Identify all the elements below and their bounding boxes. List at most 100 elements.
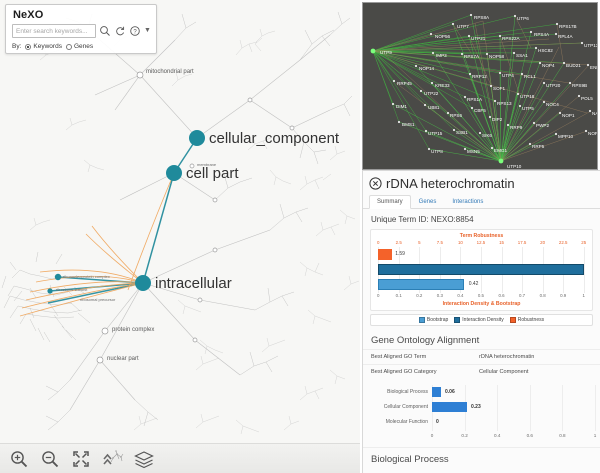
axis-top-tick-0: 0 <box>376 240 380 245</box>
axis-top-tick-3: 7.5 <box>436 240 443 245</box>
go-cat-label-mf: Molecular Function <box>385 419 428 425</box>
gene-network-graph[interactable]: RPS8A UTP6 UTP7 RPS17B NOP56 UTP21 RPS22A RPS4A… <box>363 3 598 170</box>
gene-label-utp22: UTP22 <box>424 91 439 96</box>
axis-top-tick-6: 15 <box>499 240 504 245</box>
chevron-down-icon[interactable]: ▼ <box>144 27 151 34</box>
chart-title-term-robustness: Term Robustness <box>459 233 504 239</box>
unique-term-id: Unique Term ID: NEXO:8854 <box>371 215 474 224</box>
chart-plot-area: 1.59 0.42 <box>375 247 588 293</box>
axis-bot-tick-1: 0.1 <box>395 293 402 298</box>
go-tick-3: 0.6 <box>526 433 533 438</box>
axis-bot-tick-6: 0.6 <box>498 293 505 298</box>
zoom-out-icon[interactable] <box>40 449 60 469</box>
axis-top-tick-5: 12.5 <box>476 240 486 245</box>
gene-label-utp18: UTP18 <box>520 94 535 99</box>
radio-keywords[interactable]: Keywords <box>25 43 62 50</box>
gene-label-ssa1: SSA1 <box>516 53 528 58</box>
search-by-label: By: <box>12 43 22 50</box>
tree-graph[interactable] <box>0 0 360 473</box>
tree-toolbar[interactable] <box>0 443 360 473</box>
gene-label-noc4: NOC4 <box>546 102 559 107</box>
fit-to-screen-icon[interactable] <box>71 449 91 469</box>
go-tick-2: 0.4 <box>493 433 501 438</box>
radio-genes-label: Genes <box>73 43 94 50</box>
app-title: NeXO <box>13 9 44 21</box>
gene-label-utp21: UTP21 <box>471 36 486 41</box>
go-value-bp: 0.06 <box>445 389 455 395</box>
gene-label-bms1: BMS1 <box>402 122 415 127</box>
axis-top-tick-2: 5 <box>418 240 421 245</box>
go-tick-0: 0 <box>430 433 434 438</box>
tree-node-ribosomal-subunit <box>47 288 53 294</box>
gene-label-utp15: UTP15 <box>428 131 443 136</box>
help-icon[interactable]: ? <box>129 25 141 37</box>
close-circle-icon[interactable] <box>369 177 382 190</box>
tab-interactions[interactable]: Interactions <box>452 199 484 205</box>
search-input[interactable] <box>12 24 96 38</box>
tab-genes[interactable]: Genes <box>418 199 437 205</box>
go-value-best-term: rDNA heterochromatin <box>479 354 535 360</box>
radio-keywords-dot[interactable] <box>25 43 32 50</box>
layers-icon[interactable] <box>133 449 154 469</box>
axis-top-tick-10: 25 <box>581 240 587 245</box>
robustness-chart: Term Robustness 0 2.5 5 7.5 10 12.5 15 17.5 20 22… <box>370 229 593 311</box>
axis-bot-tick-5: 0.5 <box>477 293 485 298</box>
axis-top-tick-8: 20 <box>540 240 546 245</box>
legend-robustness[interactable]: Robustness <box>509 317 544 323</box>
legend-interaction-density[interactable]: Interaction Density <box>454 317 504 323</box>
gene-label-enp1: ENP1 <box>590 65 598 70</box>
gene-label-utp10: UTP10 <box>507 164 522 169</box>
axis-top-tick-9: 22.5 <box>558 240 568 245</box>
gene-label-group: RPS8A UTP6 UTP7 RPS17B NOP56 UTP21 RPS22A RPS4A… <box>380 15 598 169</box>
go-bar-bp <box>432 387 441 397</box>
search-icon[interactable] <box>99 25 111 37</box>
chart-axis-top: 0 2.5 5 7.5 10 12.5 15 17.5 20 22.5 25 <box>375 240 588 247</box>
gene-label-rps1a: RPS1A <box>467 97 483 102</box>
gene-label-rpl4a: RPL4A <box>558 34 573 39</box>
term-title: rDNA heterochromatin <box>386 176 515 191</box>
axis-bot-tick-4: 0.4 <box>457 293 464 298</box>
axis-bot-tick-0: 0 <box>376 293 380 298</box>
gene-label-utp7: UTP7 <box>457 24 469 29</box>
detail-header: rDNA heterochromatin <box>363 171 600 193</box>
search-panel[interactable]: NeXO ? <box>5 4 157 54</box>
gene-label-utp6: UTP6 <box>517 16 529 21</box>
gene-label-mpp10: MPP10 <box>558 134 574 139</box>
go-tick-5: 1 <box>593 433 597 438</box>
gene-label-rps22a: RPS22A <box>502 36 521 41</box>
go-tick-1: 0.2 <box>461 433 468 438</box>
gene-interaction-network[interactable]: RPS8A UTP6 UTP7 RPS17B NOP56 UTP21 RPS22A RPS4A… <box>362 2 598 170</box>
gene-label-sof1: SOF1 <box>493 86 505 91</box>
gene-label-rrp12: RRP12 <box>472 74 487 79</box>
collapse-icon[interactable] <box>102 449 124 469</box>
go-gridline-2 <box>497 385 499 431</box>
radio-keywords-label: Keywords <box>33 43 62 50</box>
go-value-cc: 0.23 <box>471 404 481 410</box>
tab-summary[interactable]: Summary <box>369 195 411 209</box>
radio-genes-dot[interactable] <box>65 43 72 50</box>
gene-label-dip2: DIP2 <box>492 117 503 122</box>
reset-icon[interactable] <box>114 25 126 37</box>
go-alignment-chart: Biological Process Cellular Component Mo… <box>370 385 596 443</box>
detail-tabs[interactable]: Summary Genes Interactions <box>363 193 600 209</box>
gene-label-nop1: NOP1 <box>562 113 575 118</box>
go-row-best-category: Best Aligned GO Category Cellular Compon… <box>363 364 600 379</box>
ontology-tree-view[interactable]: cellular_component cell part intracellul… <box>0 0 360 473</box>
radio-genes[interactable]: Genes <box>65 43 94 50</box>
bar-value-bootstrap: 0.42 <box>468 281 479 287</box>
gene-label-nop56: NOP56 <box>435 34 451 39</box>
legend-swatch-robustness <box>509 317 516 323</box>
gene-label-pol5: POL5 <box>581 96 593 101</box>
chart-title-density-bootstrap: Interaction Density & Bootstrap <box>442 301 521 307</box>
gene-label-emg1: EMG1 <box>494 148 507 153</box>
zoom-in-icon[interactable] <box>9 449 29 469</box>
term-detail-panel[interactable]: rDNA heterochromatin Summary Genes Inter… <box>362 170 600 473</box>
gene-label-rrp9: RRP9 <box>510 125 523 130</box>
legend-label-bootstrap: Bootstrap <box>426 317 449 323</box>
axis-bot-tick-3: 0.3 <box>436 293 443 298</box>
gridline-10 <box>583 247 585 293</box>
chart-legend[interactable]: Bootstrap Interaction Density Robustness <box>370 314 593 326</box>
gene-label-imp3: IMP3 <box>436 53 447 58</box>
tree-node-cellular-component <box>189 130 205 146</box>
legend-bootstrap[interactable]: Bootstrap <box>418 317 449 323</box>
